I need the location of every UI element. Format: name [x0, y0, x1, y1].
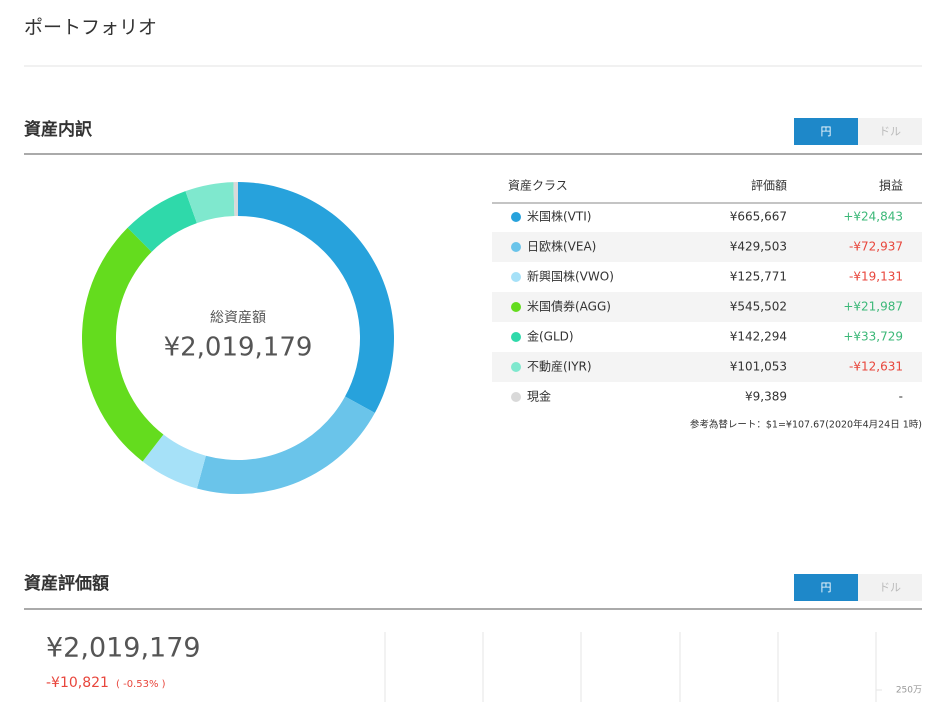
change-value: -¥10,821 — [46, 675, 109, 691]
toggle-label[interactable]: ドル — [879, 125, 901, 138]
asset-value: ¥142,294 — [730, 330, 787, 344]
donut-segment — [82, 227, 164, 462]
row-background — [492, 232, 922, 262]
legend-dot — [511, 362, 521, 372]
toggle-label[interactable]: 円 — [821, 125, 832, 138]
column-header: 資産クラス — [508, 178, 568, 193]
donut-segment — [233, 182, 238, 217]
legend-dot — [511, 272, 521, 282]
asset-value: ¥665,667 — [730, 210, 787, 224]
asset-gain: +¥21,987 — [843, 300, 903, 314]
asset-gain: +¥24,843 — [843, 210, 903, 224]
toggle-label[interactable]: ドル — [879, 581, 901, 594]
toggle-label[interactable]: 円 — [821, 581, 832, 594]
asset-gain: - — [899, 390, 903, 404]
donut-segment — [196, 396, 375, 494]
row-background — [492, 292, 922, 322]
axis-label: 250万 — [896, 686, 922, 696]
asset-name: 不動産(IYR) — [527, 359, 592, 374]
donut-segment — [142, 434, 206, 489]
rate-note: 参考為替レート：$1=¥107.67(2020年4月24日 1時) — [690, 419, 922, 431]
asset-gain: -¥12,631 — [849, 360, 903, 374]
asset-value: ¥545,502 — [730, 300, 787, 314]
asset-name: 金(GLD) — [527, 329, 574, 344]
asset-name: 新興国株(VWO) — [527, 269, 614, 284]
donut-segment — [185, 182, 235, 224]
toggle-yen[interactable] — [794, 574, 858, 601]
legend-dot — [511, 392, 521, 402]
asset-value: ¥9,389 — [745, 390, 787, 404]
asset-name: 米国債券(AGG) — [527, 299, 611, 314]
page-title: ポートフォリオ — [24, 17, 157, 39]
asset-name: 米国株(VTI) — [527, 209, 591, 224]
center-label: 総資産額 — [210, 310, 266, 326]
donut-segment — [127, 191, 197, 252]
column-header: 評価額 — [751, 178, 787, 193]
center-value: ¥2,019,179 — [164, 333, 313, 363]
legend-dot — [511, 332, 521, 342]
grid — [384, 632, 882, 702]
change-percent: ( -0.53% ) — [116, 679, 166, 690]
legend-dot — [511, 242, 521, 252]
asset-value: ¥101,053 — [730, 360, 787, 374]
section-title: 資産評価額 — [24, 573, 109, 594]
section-title: 資産内訳 — [24, 119, 93, 140]
asset-gain: -¥19,131 — [849, 270, 903, 284]
toggle-dollar[interactable] — [858, 574, 922, 601]
row-background — [492, 352, 922, 382]
toggle-dollar[interactable] — [858, 118, 922, 145]
donut-segment — [238, 182, 394, 413]
asset-name: 日欧株(VEA) — [527, 239, 596, 254]
asset-value: ¥125,771 — [730, 270, 787, 284]
asset-gain: -¥72,937 — [849, 240, 903, 254]
asset-name: 現金 — [527, 389, 551, 404]
legend-dot — [511, 302, 521, 312]
asset-gain: +¥33,729 — [843, 330, 903, 344]
total-value: ¥2,019,179 — [46, 633, 201, 664]
toggle-yen[interactable] — [794, 118, 858, 145]
column-header: 損益 — [879, 178, 903, 193]
asset-value: ¥429,503 — [730, 240, 787, 254]
legend-dot — [511, 212, 521, 222]
